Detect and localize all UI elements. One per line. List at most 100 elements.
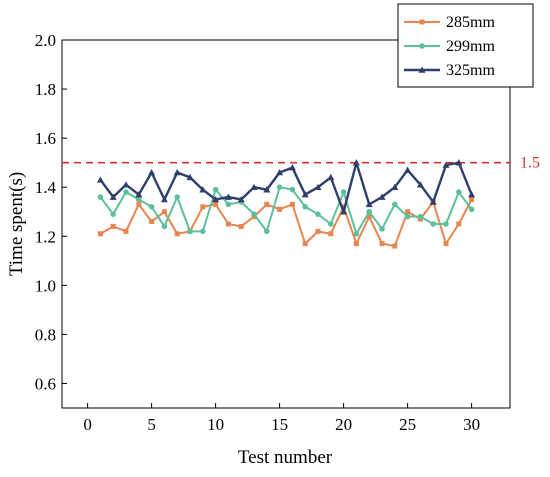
data-point xyxy=(160,195,168,203)
data-point xyxy=(328,221,334,227)
data-point xyxy=(225,201,232,208)
data-point xyxy=(404,213,411,220)
legend-swatch-marker xyxy=(418,66,426,73)
data-point xyxy=(173,168,181,176)
legend-item: 299mm xyxy=(404,38,495,55)
data-point xyxy=(135,191,143,198)
data-point xyxy=(289,186,296,193)
data-point xyxy=(456,221,462,227)
y-tick-label: 0.8 xyxy=(35,325,56,344)
data-point xyxy=(238,223,244,229)
data-point xyxy=(379,226,385,232)
data-point xyxy=(97,194,104,200)
data-point xyxy=(443,241,449,247)
data-point xyxy=(123,228,129,234)
reference-line-label: 1.5 xyxy=(520,155,540,172)
data-point xyxy=(392,201,398,208)
data-point xyxy=(199,186,207,193)
legend-item: 285mm xyxy=(404,14,495,31)
data-point xyxy=(123,189,129,195)
data-point xyxy=(378,193,386,200)
data-point xyxy=(340,208,348,215)
data-point xyxy=(365,200,373,208)
legend-label: 285mm xyxy=(446,14,495,31)
data-point xyxy=(250,183,258,190)
data-point xyxy=(468,206,475,213)
data-point xyxy=(187,228,193,235)
series-line xyxy=(99,161,473,213)
data-point xyxy=(469,196,475,202)
legend-swatch-marker xyxy=(419,43,425,49)
x-tick-label: 30 xyxy=(463,415,480,434)
series-299mm xyxy=(97,184,475,237)
y-tick-label: 1.0 xyxy=(35,276,56,295)
data-point xyxy=(277,206,283,212)
data-point xyxy=(314,183,322,190)
series-group xyxy=(96,159,476,249)
data-point xyxy=(392,243,398,249)
data-point xyxy=(212,195,220,203)
data-point xyxy=(443,221,449,227)
series-line xyxy=(99,186,473,235)
data-point xyxy=(366,208,373,215)
ticks: 0 5 10 15 20 25 30 0.6 0.8 1.0 1.2 1.4 1.6 1.8 2.0 xyxy=(35,31,480,434)
data-point xyxy=(352,159,360,166)
data-point xyxy=(430,221,437,227)
series-285mm xyxy=(97,196,475,249)
data-point xyxy=(315,211,321,217)
data-point xyxy=(264,201,270,207)
data-point xyxy=(186,173,194,181)
data-point xyxy=(97,231,103,237)
data-point xyxy=(109,193,117,200)
x-tick-label: 0 xyxy=(83,415,92,434)
y-tick-label: 1.6 xyxy=(35,129,56,148)
x-tick-label: 15 xyxy=(271,415,288,434)
data-point xyxy=(288,164,296,171)
data-point xyxy=(405,209,411,215)
data-point xyxy=(341,204,347,210)
data-point xyxy=(263,186,271,193)
data-point xyxy=(213,201,219,207)
data-point xyxy=(110,211,116,217)
legend: 285mm 299mm 325mm xyxy=(397,3,534,88)
data-point xyxy=(366,214,372,220)
data-point xyxy=(301,191,309,198)
data-point xyxy=(136,201,142,207)
data-point xyxy=(237,195,245,203)
data-point xyxy=(264,228,270,235)
data-point xyxy=(225,221,231,227)
data-point xyxy=(276,184,283,190)
legend-label: 299mm xyxy=(446,38,495,55)
data-point xyxy=(468,191,476,198)
plot-frame xyxy=(61,39,511,409)
data-point xyxy=(174,231,180,237)
data-point xyxy=(302,241,308,247)
legend-swatch-marker xyxy=(419,19,425,25)
data-point xyxy=(315,228,321,234)
data-point xyxy=(327,173,335,181)
axes xyxy=(61,39,511,409)
y-tick-label: 1.4 xyxy=(35,178,57,197)
legend-item: 325mm xyxy=(404,62,495,79)
data-point xyxy=(174,194,180,200)
data-point xyxy=(416,181,424,188)
data-point xyxy=(379,241,385,247)
data-point xyxy=(200,204,206,210)
y-axis-title: Time spent(s) xyxy=(6,172,27,276)
reference-line-group: 1.5 xyxy=(62,155,540,172)
data-point xyxy=(96,176,104,183)
data-point xyxy=(212,186,219,193)
data-point xyxy=(148,204,155,210)
data-point xyxy=(417,213,424,220)
data-point xyxy=(110,223,116,229)
data-point xyxy=(289,201,295,207)
data-point xyxy=(122,181,130,188)
data-point xyxy=(200,228,206,235)
data-point xyxy=(442,161,450,168)
y-tick-label: 1.8 xyxy=(35,80,56,99)
data-point xyxy=(455,159,463,166)
data-point xyxy=(161,209,167,215)
data-point xyxy=(149,219,155,225)
